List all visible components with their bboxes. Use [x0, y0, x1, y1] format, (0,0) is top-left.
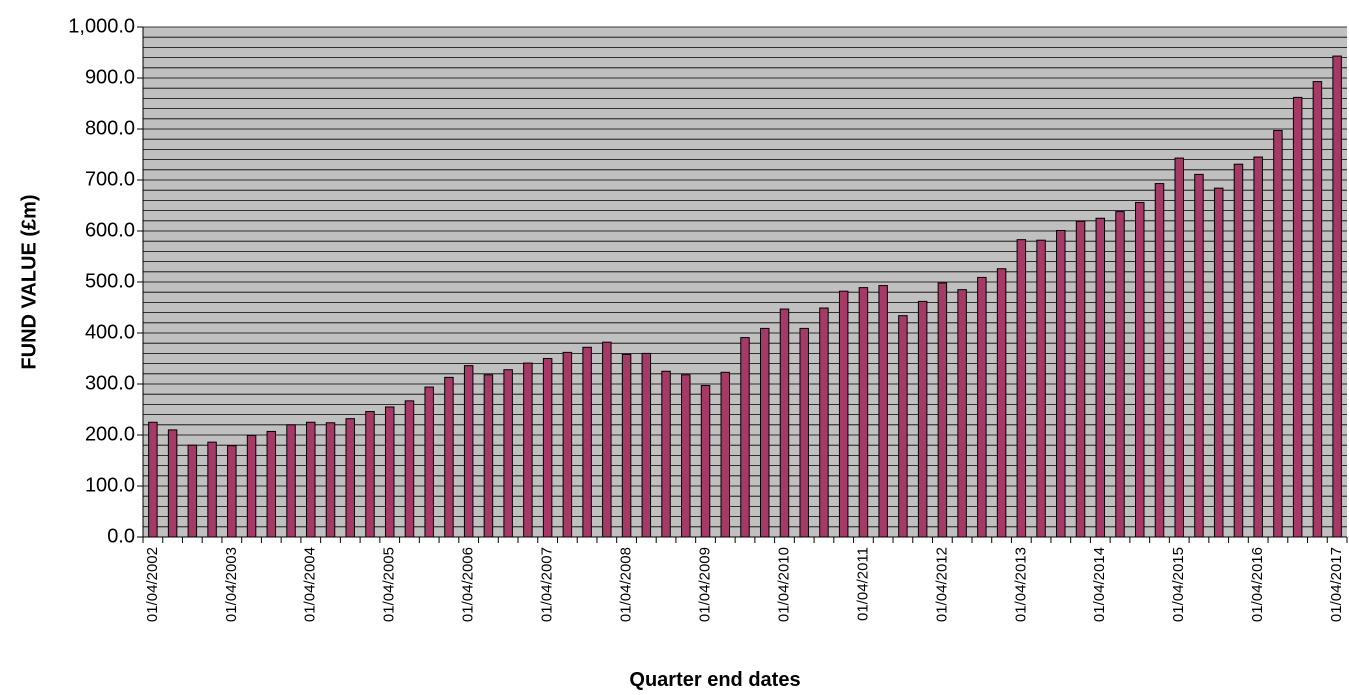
bar: [207, 441, 217, 538]
bar: [246, 435, 257, 538]
x-tick-label: 01/04/2002: [144, 547, 161, 622]
bar: [799, 327, 809, 538]
y-tick-label: 800.0: [85, 117, 135, 139]
bar: [957, 289, 967, 538]
bar: [582, 346, 592, 538]
bar: [345, 418, 355, 538]
x-tick-label: 01/04/2003: [223, 547, 240, 622]
bar: [1233, 163, 1244, 538]
x-tick-label: 01/04/2008: [618, 547, 635, 622]
y-axis-title: FUND VALUE (£m): [18, 194, 40, 369]
bar: [858, 287, 869, 538]
x-axis-title: Quarter end dates: [629, 669, 800, 691]
x-tick-label: 01/04/2014: [1091, 547, 1108, 622]
bar: [1036, 239, 1046, 538]
bar: [621, 353, 632, 538]
y-tick-label: 700.0: [85, 168, 135, 190]
bar: [838, 290, 849, 538]
bar: [977, 276, 987, 538]
bar: [404, 400, 415, 538]
bar: [661, 370, 671, 538]
bar: [1273, 130, 1283, 538]
bar: [1016, 239, 1027, 538]
bar: [483, 374, 494, 538]
bar: [444, 376, 454, 538]
bar: [917, 300, 928, 538]
y-tick-label: 100.0: [85, 474, 135, 496]
x-tick-label: 01/04/2009: [696, 547, 713, 622]
bar: [562, 351, 573, 538]
bar: [187, 444, 198, 538]
bar: [167, 429, 178, 538]
bar: [1194, 173, 1204, 538]
x-tick-label: 01/04/2007: [539, 547, 556, 622]
x-tick-label: 01/04/2005: [381, 547, 398, 622]
y-tick-label: 600.0: [85, 219, 135, 241]
x-tick-label: 01/04/2012: [933, 547, 950, 622]
bar: [878, 285, 888, 538]
bar: [1292, 96, 1303, 538]
x-tick-label: 01/04/2017: [1328, 547, 1345, 622]
bar: [325, 422, 336, 538]
bar: [819, 307, 829, 538]
x-tick-label: 01/04/2015: [1170, 547, 1187, 622]
bar: [286, 424, 296, 538]
bar: [1115, 211, 1125, 538]
x-tick-label: 01/04/2004: [302, 547, 319, 622]
bar: [306, 421, 316, 538]
bar: [266, 430, 277, 538]
bar: [1332, 55, 1342, 538]
bar: [1213, 187, 1224, 538]
y-tick-label: 200.0: [85, 423, 135, 445]
bar: [740, 337, 750, 538]
y-tick-label: 500.0: [85, 270, 135, 292]
x-tick-label: 01/04/2011: [854, 547, 871, 621]
bar: [681, 374, 691, 538]
y-tick-label: 400.0: [85, 321, 135, 343]
bar: [503, 369, 513, 538]
bar: [1174, 157, 1184, 538]
bar: [759, 327, 770, 538]
x-tick-label: 01/04/2010: [775, 547, 792, 622]
y-tick-label: 900.0: [85, 66, 135, 88]
bar: [700, 385, 711, 538]
bar: [1095, 217, 1106, 538]
bar: [996, 268, 1007, 538]
y-tick-label: 1,000.0: [68, 15, 135, 37]
bar: [898, 315, 908, 538]
bar: [937, 282, 948, 538]
bar: [1253, 156, 1263, 538]
bar: [384, 406, 395, 538]
bar: [602, 341, 612, 538]
bar: [1312, 81, 1323, 538]
bar: [542, 358, 553, 538]
x-tick-label: 01/04/2013: [1012, 547, 1029, 622]
x-tick-label: 01/04/2016: [1249, 547, 1266, 622]
bar: [227, 445, 237, 538]
x-axis-ticks: 01/04/2002 01/04/2003 01/04/2004 01/04/2005…: [142, 537, 1348, 622]
bar: [424, 386, 434, 538]
bar: [463, 365, 474, 538]
bar: [523, 362, 533, 538]
bar: [1075, 220, 1086, 538]
bar: [148, 421, 158, 538]
bar: [720, 371, 731, 538]
bar: [779, 308, 790, 538]
bar: [641, 352, 652, 538]
y-tick-label: 0.0: [107, 525, 135, 547]
bar: [1056, 229, 1066, 538]
bar: [365, 411, 375, 538]
y-axis-ticks: 0.0 100.0 200.0 300.0 400.0 500.0 600.0 700.0 80…: [68, 15, 143, 547]
y-tick-label: 300.0: [85, 372, 135, 394]
x-tick-label: 01/04/2006: [460, 547, 477, 622]
bar: [1154, 183, 1165, 538]
bar: [1135, 201, 1145, 538]
